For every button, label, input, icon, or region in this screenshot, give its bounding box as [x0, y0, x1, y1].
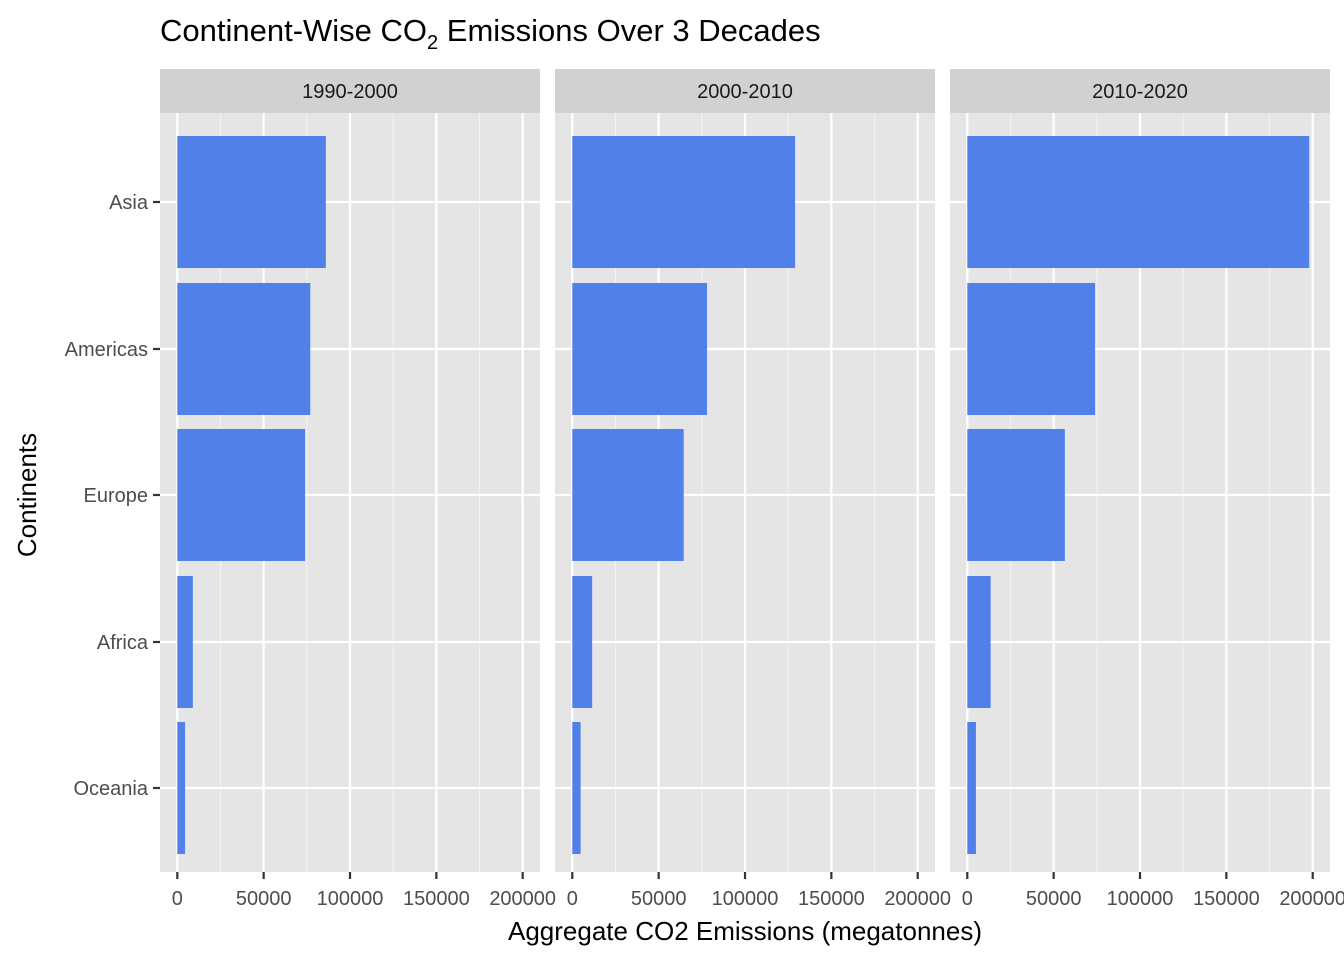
x-tick-label: 150000 [403, 888, 470, 910]
y-axis: Asia Americas Europe Africa Oceania [65, 192, 160, 800]
facet-strip [555, 69, 935, 113]
x-tick-label: 150000 [798, 888, 865, 910]
bar-europe [177, 429, 306, 561]
x-tick-label: 0 [172, 888, 183, 910]
bar-africa [967, 576, 991, 708]
facet-strip-label: 1990-2000 [302, 81, 398, 103]
y-tick-label-africa: Africa [97, 632, 149, 654]
chart-title: Continent-Wise CO2 Emissions Over 3 Deca… [160, 13, 821, 54]
x-tick-label: 150000 [1193, 888, 1260, 910]
y-tick-label-asia: Asia [109, 192, 149, 214]
x-tick-label: 100000 [1107, 888, 1174, 910]
x-tick-label: 200000 [884, 888, 951, 910]
facet-panels: 1990-20000 50000 100000 150000 2000002000-20… [160, 69, 1344, 910]
bar-oceania [572, 722, 581, 854]
x-tick-label: 50000 [631, 888, 687, 910]
y-tick-label-americas: Americas [65, 339, 148, 361]
x-tick-label: 200000 [489, 888, 556, 910]
bar-asia [177, 136, 326, 268]
bar-oceania [967, 722, 976, 854]
bar-asia [572, 136, 796, 268]
x-tick-label: 50000 [236, 888, 292, 910]
x-tick-label: 200000 [1279, 888, 1344, 910]
bar-africa [177, 576, 193, 708]
y-axis-title: Continents [12, 433, 42, 557]
facet-strip [160, 69, 540, 113]
x-tick-label: 100000 [712, 888, 779, 910]
title-subscript: 2 [427, 32, 438, 54]
bar-oceania [177, 722, 186, 854]
x-tick-label: 50000 [1026, 888, 1082, 910]
x-tick-label: 0 [962, 888, 973, 910]
bar-americas [967, 283, 1096, 415]
y-tick-label-oceania: Oceania [74, 778, 149, 800]
y-tick-label-europe: Europe [84, 485, 149, 507]
bar-asia [967, 136, 1310, 268]
facet-panel-2010-2020: 2010-2020 0 50000 100000 150000 200000 [950, 69, 1344, 910]
bar-europe [572, 429, 684, 561]
x-axis-title: Aggregate CO2 Emissions (megatonnes) [508, 916, 982, 946]
bar-americas [177, 283, 311, 415]
bar-europe [967, 429, 1065, 561]
x-tick-label: 0 [567, 888, 578, 910]
facet-strip-label: 2000-2010 [697, 81, 793, 103]
facet-panel-1990-2000: 1990-2000 0 50000 100000 150000 200000 [160, 69, 556, 910]
bar-africa [572, 576, 593, 708]
bar-americas [572, 283, 708, 415]
x-tick-label: 100000 [317, 888, 384, 910]
facet-panel-2000-2010: 2000-2010 0 50000 100000 150000 200000 [555, 69, 951, 910]
facet-strip [950, 69, 1330, 113]
facet-strip-label: 2010-2020 [1092, 81, 1188, 103]
